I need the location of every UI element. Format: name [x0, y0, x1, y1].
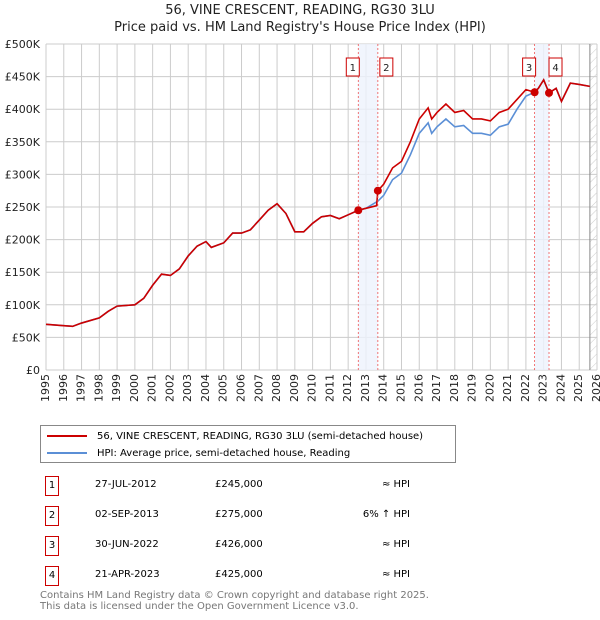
y-tick-label: £100K	[5, 299, 41, 312]
transaction-date: 30-JUN-2022	[95, 539, 159, 550]
x-tick-label: 2012	[341, 374, 354, 402]
y-tick-label: £200K	[5, 234, 41, 247]
transaction-number: 4	[45, 566, 59, 586]
x-tick-label: 2022	[519, 374, 532, 402]
x-tick-label: 2020	[483, 374, 496, 402]
footer: Contains HM Land Registry data © Crown c…	[40, 590, 429, 612]
x-tick-label: 2026	[590, 374, 600, 402]
transaction-label: 4	[552, 63, 558, 74]
transaction-marker	[373, 186, 382, 195]
transaction-number: 2	[45, 506, 59, 526]
transaction-label-box	[522, 57, 537, 77]
transaction-hpi-comparison: ≈ HPI	[381, 479, 410, 490]
chart-subtitle: Price paid vs. HM Land Registry's House …	[114, 20, 486, 35]
x-tick-label: 2025	[572, 374, 585, 402]
x-tick-label: 2013	[359, 374, 372, 402]
x-tick-label: 2008	[270, 374, 283, 402]
x-tick-label: 2006	[235, 374, 248, 402]
y-tick-label: £300K	[5, 168, 41, 181]
y-tick-label: £0	[26, 364, 40, 377]
x-tick-label: 1999	[110, 374, 123, 402]
transaction-label: 3	[526, 63, 532, 74]
y-tick-label: £500K	[5, 38, 41, 51]
transaction-price: £425,000	[215, 569, 263, 580]
transaction-hpi-comparison: ≈ HPI	[381, 539, 410, 550]
x-tick-label: 2023	[537, 374, 550, 402]
x-tick-label: 1997	[75, 374, 88, 402]
transaction-hpi-comparison: 6% ↑ HPI	[362, 509, 410, 520]
transaction-price: £426,000	[215, 539, 263, 550]
transaction-marker	[545, 88, 554, 97]
transaction-date: 21-APR-2023	[95, 569, 160, 580]
x-tick-label: 2017	[430, 374, 443, 402]
x-tick-label: 2014	[377, 374, 390, 402]
x-tick-label: 2003	[181, 374, 194, 402]
legend-item-hpi: HPI: Average price, semi-detached house,…	[47, 446, 350, 460]
y-tick-label: £350K	[5, 136, 41, 149]
transaction-date: 02-SEP-2013	[95, 509, 159, 520]
legend-label: HPI: Average price, semi-detached house,…	[97, 447, 351, 459]
x-tick-label: 2021	[501, 374, 514, 402]
x-tick-label: 1998	[92, 374, 105, 402]
transaction-label-box	[379, 57, 394, 77]
y-tick-label: £450K	[5, 71, 41, 84]
forecast-hatch	[589, 44, 597, 370]
transaction-label-box	[345, 57, 360, 77]
x-tick-label: 2024	[554, 374, 567, 402]
x-tick-label: 2018	[448, 374, 461, 402]
chart-title: 56, VINE CRESCENT, READING, RG30 3LU	[165, 3, 435, 18]
y-tick-label: £150K	[5, 266, 41, 279]
transaction-label: 2	[383, 63, 389, 74]
transaction-marker	[354, 206, 363, 215]
transaction-label: 1	[350, 63, 356, 74]
transaction-label-box	[548, 57, 563, 77]
x-tick-label: 2010	[306, 374, 319, 402]
highlight-band	[534, 44, 550, 370]
x-tick-label: 2007	[252, 374, 265, 402]
y-tick-label: £250K	[5, 201, 41, 214]
x-tick-label: 1996	[57, 374, 70, 402]
x-tick-label: 2004	[199, 374, 212, 402]
legend-label: 56, VINE CRESCENT, READING, RG30 3LU (se…	[97, 430, 424, 442]
y-tick-label: £400K	[5, 103, 41, 116]
transaction-number: 1	[45, 476, 59, 496]
line-chart: 1 2 3 4 £0 £50K £100K £150K £200K £250K £300K £350K…	[5, 38, 600, 402]
footer-line: Contains HM Land Registry data © Crown c…	[40, 590, 429, 601]
x-tick-label: 2011	[323, 374, 336, 402]
price-paid-line	[45, 78, 591, 328]
transaction-number: 3	[45, 536, 59, 556]
transaction-marker	[530, 88, 539, 97]
legend-item-price-paid: 56, VINE CRESCENT, READING, RG30 3LU (se…	[47, 429, 423, 443]
x-tick-label: 1995	[39, 374, 52, 402]
x-tick-label: 2001	[146, 374, 159, 402]
transaction-hpi-comparison: ≈ HPI	[381, 569, 410, 580]
footer-line: This data is licensed under the Open Gov…	[40, 601, 359, 612]
x-tick-label: 2009	[288, 374, 301, 402]
x-tick-label: 2019	[466, 374, 479, 402]
transaction-price: £275,000	[215, 509, 263, 520]
x-tick-label: 2015	[394, 374, 407, 402]
x-tick-label: 2016	[412, 374, 425, 402]
x-tick-label: 2000	[128, 374, 141, 402]
transaction-price: £245,000	[215, 479, 263, 490]
x-tick-label: 2005	[217, 374, 230, 402]
y-tick-label: £50K	[12, 331, 41, 344]
legend: 56, VINE CRESCENT, READING, RG30 3LU (se…	[40, 425, 456, 463]
transaction-date: 27-JUL-2012	[95, 479, 157, 490]
x-tick-label: 2002	[163, 374, 176, 402]
